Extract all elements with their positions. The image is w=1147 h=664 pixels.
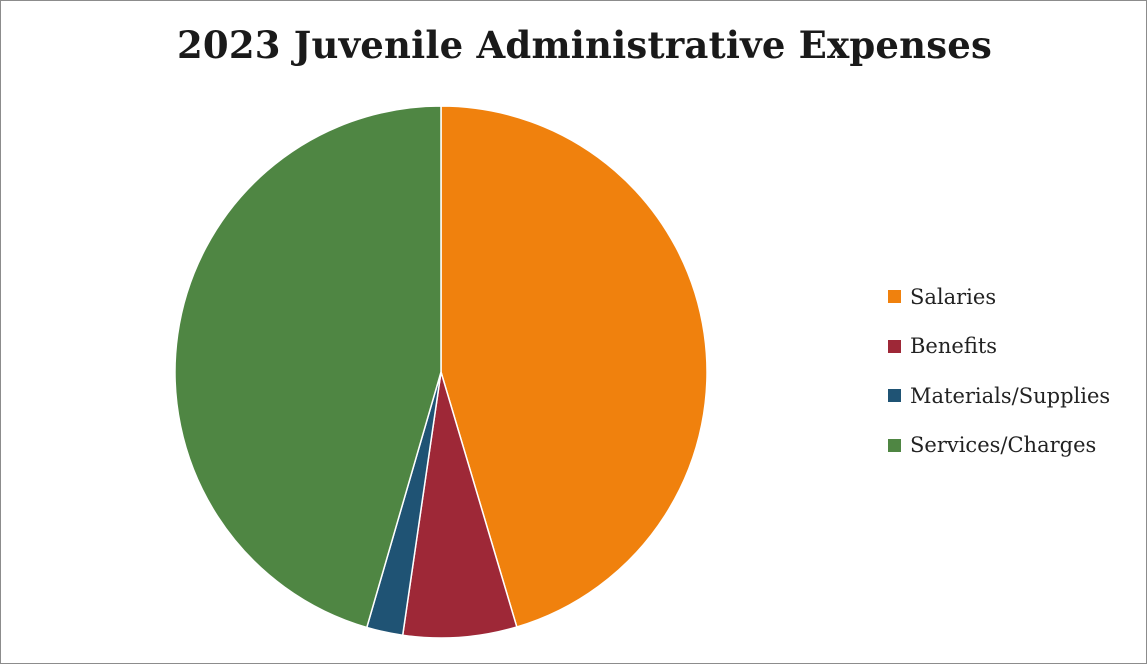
legend-item: Materials/Supplies <box>888 383 1110 408</box>
legend-swatch <box>888 290 901 303</box>
legend-item: Benefits <box>888 334 1110 359</box>
legend-label: Services/Charges <box>910 433 1097 457</box>
pie-slice-benefits <box>401 371 518 639</box>
legend-label: Salaries <box>910 284 997 309</box>
pie-slice-services-charges <box>174 105 442 629</box>
legend-label: Benefits <box>910 334 998 358</box>
legend-item: Salaries <box>888 284 1110 309</box>
legend-swatch <box>888 339 901 353</box>
chart-title: 2023 Juvenile Administrative Expenses <box>176 23 993 67</box>
pie-slice-salaries <box>440 105 708 628</box>
legend-item: Services/Charges <box>888 433 1110 458</box>
legend-swatch <box>888 438 901 452</box>
legend-swatch <box>888 389 901 402</box>
chart-legend: Salaries Benefits Materials/Supplies Servic… <box>888 284 1110 482</box>
legend-label: Materials/Supplies <box>910 383 1111 408</box>
